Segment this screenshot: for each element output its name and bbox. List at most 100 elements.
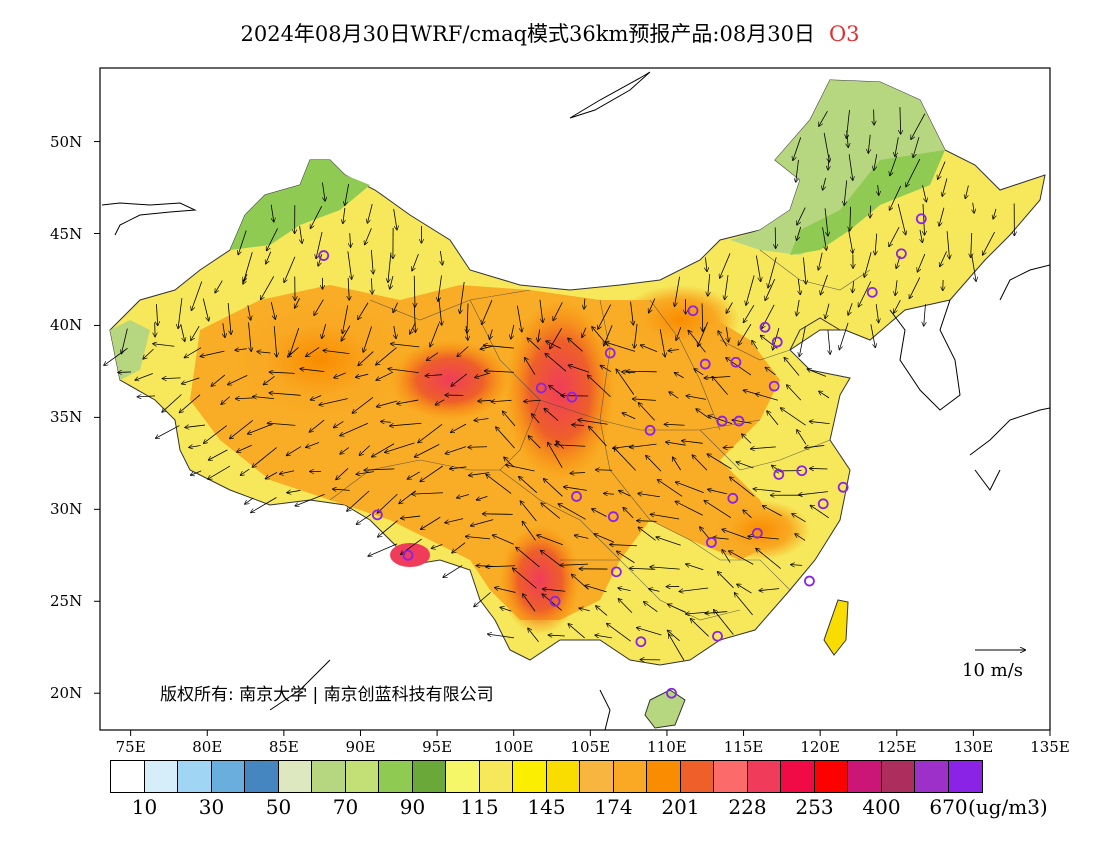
wind-arrow <box>729 551 754 565</box>
wind-arrow <box>797 226 802 240</box>
wind-arrow <box>288 347 299 356</box>
wind-arrow <box>828 329 830 354</box>
wind-arrow <box>180 324 185 341</box>
legend-label: 50 <box>265 795 292 819</box>
wind-arrow <box>485 371 514 372</box>
legend-swatch <box>111 761 145 792</box>
legend-swatch <box>245 761 279 792</box>
wind-arrow <box>371 278 372 293</box>
wind-arrow <box>658 480 683 497</box>
legend-swatch <box>881 761 915 792</box>
wind-arrow <box>513 568 537 589</box>
wind-arrow <box>182 377 200 384</box>
legend-label: 10 <box>131 795 158 819</box>
wind-arrow <box>666 442 686 446</box>
wind-arrow <box>942 178 948 197</box>
wind-arrow <box>638 527 656 541</box>
legend-swatch <box>848 761 882 792</box>
wind-arrow <box>641 345 658 352</box>
y-tick-label: 40N <box>50 316 83 335</box>
wind-arrow <box>730 477 755 497</box>
wind-arrow <box>287 446 302 456</box>
legend-swatch <box>345 761 379 792</box>
wind-arrow <box>385 442 415 452</box>
wind-arrow <box>585 585 607 593</box>
wind-arrow <box>391 344 420 348</box>
wind-arrow <box>805 445 825 447</box>
wind-arrow <box>792 514 806 523</box>
legend-swatch <box>747 761 781 792</box>
station-marker <box>666 687 677 699</box>
wind-arrow <box>266 251 272 264</box>
wind-arrow <box>614 448 636 471</box>
wind-arrow <box>345 183 350 205</box>
wind-arrow <box>646 456 662 472</box>
legend-swatch <box>915 761 949 792</box>
color-legend <box>110 760 983 793</box>
title-species: O3 <box>828 22 860 46</box>
station-marker <box>549 595 561 607</box>
wind-arrow <box>633 399 656 400</box>
wind-arrow <box>257 352 271 353</box>
wind-arrow <box>295 494 325 505</box>
wind-arrow <box>607 624 631 642</box>
wind-arrow <box>390 422 422 426</box>
wind-arrow <box>162 394 182 413</box>
wind-arrow <box>251 497 277 513</box>
wind-arrow <box>191 281 203 311</box>
wind-arrow <box>864 252 872 277</box>
wind-arrow <box>371 249 373 274</box>
wind-arrow <box>763 506 782 517</box>
station-marker <box>705 537 717 548</box>
wind-arrow <box>500 607 512 612</box>
wind-arrow <box>178 298 183 328</box>
wind-arrow <box>319 398 348 405</box>
wind-arrow <box>209 449 228 460</box>
wind-arrow <box>822 227 827 250</box>
wind-arrow <box>341 325 351 341</box>
wind-arrow <box>618 588 631 591</box>
wind-arrow <box>525 358 536 375</box>
wind-arrow <box>137 396 156 397</box>
x-tick-label: 80E <box>192 738 223 756</box>
sea-coast-south <box>269 659 611 730</box>
map-frame <box>99 67 1051 731</box>
wind-arrow <box>824 208 828 235</box>
wind-arrow <box>314 299 324 316</box>
wind-arrow <box>707 454 732 470</box>
wind-arrow <box>359 445 371 456</box>
wind-arrow <box>261 276 275 299</box>
wind-arrow <box>310 419 325 432</box>
station-marker <box>727 492 739 504</box>
station-marker <box>866 286 878 298</box>
wind-arrow <box>253 397 275 399</box>
wind-arrow <box>202 298 208 321</box>
wind-arrow <box>367 203 373 223</box>
y-tick-label: 20N <box>50 684 83 703</box>
wind-arrow <box>300 369 325 373</box>
wind-arrow <box>799 491 828 495</box>
hotspot-shanxi <box>620 285 740 355</box>
wind-arrow <box>548 635 565 636</box>
wind-arrow <box>787 385 802 401</box>
wind-arrow <box>287 490 301 492</box>
x-tick-label: 120E <box>800 738 840 756</box>
wind-arrow <box>596 470 613 471</box>
wind-arrow <box>352 396 374 413</box>
wind-arrow <box>348 277 349 300</box>
wind-arrow <box>474 592 491 606</box>
wind-arrow <box>376 371 394 380</box>
legend-swatch <box>178 761 212 792</box>
wind-arrow <box>474 418 489 420</box>
wind-arrow <box>570 472 586 473</box>
wind-arrow <box>248 322 252 351</box>
wind-arrow <box>412 493 443 494</box>
wind-arrow <box>322 182 325 201</box>
station-marker <box>915 213 927 225</box>
wind-arrow <box>675 373 684 379</box>
wind-arrow <box>704 501 732 519</box>
wind-arrow <box>793 137 802 160</box>
wind-arrow <box>290 328 300 355</box>
wind-arrow <box>713 538 729 540</box>
wind-arrow <box>482 299 493 324</box>
